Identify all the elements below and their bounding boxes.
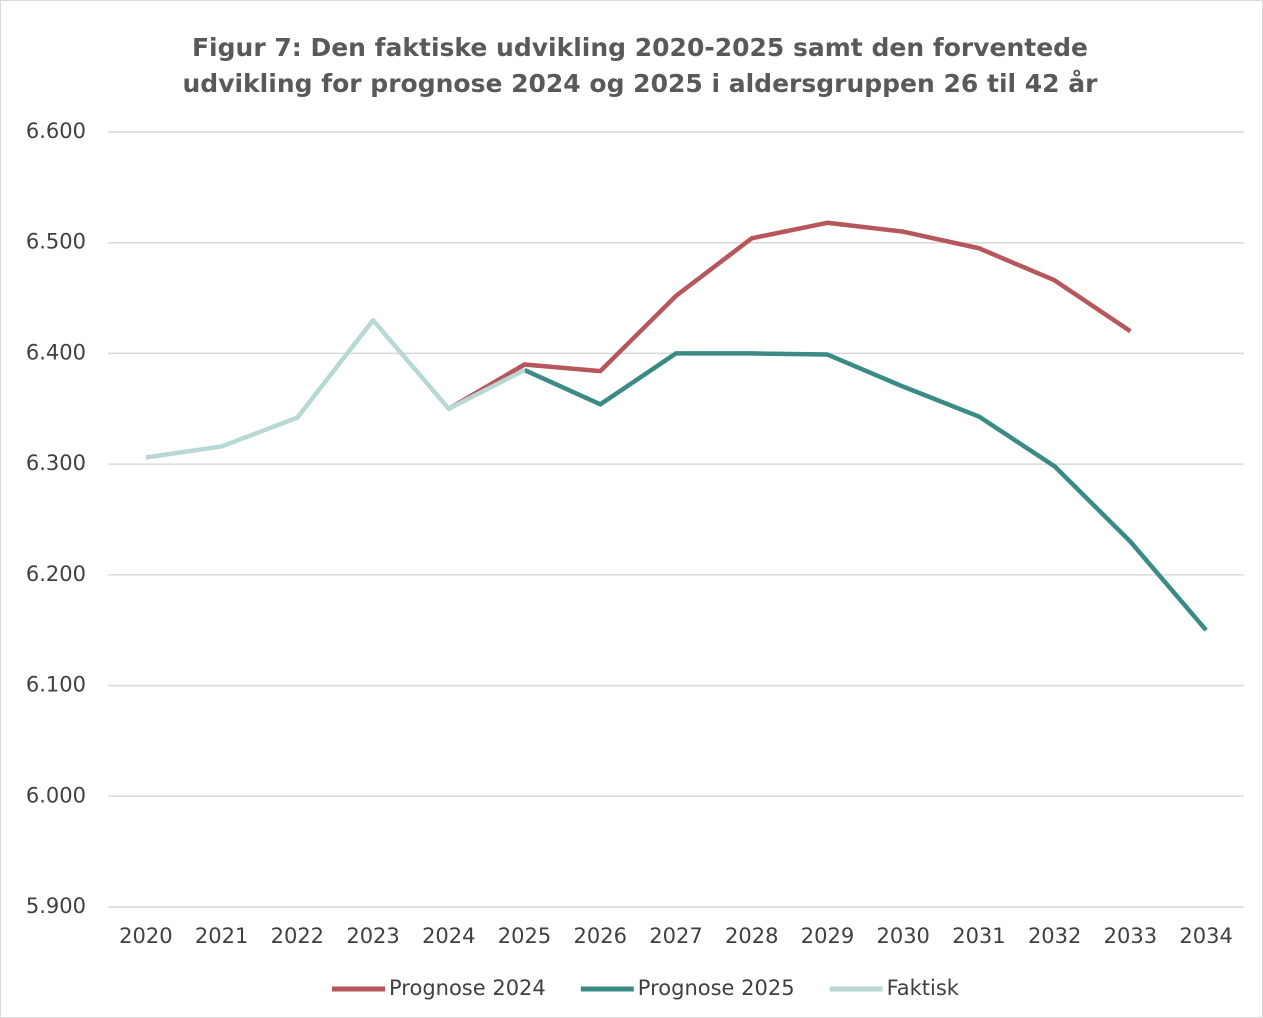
y-tick-label: 6.600 (26, 119, 86, 143)
y-tick-label: 5.900 (26, 894, 86, 918)
legend-label: Prognose 2025 (638, 976, 795, 1000)
y-tick-label: 6.300 (26, 451, 86, 475)
legend-label: Prognose 2024 (389, 976, 546, 1000)
y-tick-label: 6.100 (26, 673, 86, 697)
x-tick-label: 2032 (1028, 924, 1081, 948)
x-tick-label: 2033 (1104, 924, 1157, 948)
x-tick-label: 2027 (649, 924, 702, 948)
x-tick-label: 2030 (876, 924, 929, 948)
x-tick-label: 2026 (574, 924, 627, 948)
y-tick-label: 6.200 (26, 562, 86, 586)
y-tick-label: 6.500 (26, 230, 86, 254)
x-tick-label: 2021 (195, 924, 248, 948)
x-tick-label: 2023 (346, 924, 399, 948)
line-series (447, 220, 1132, 411)
x-tick-label: 2024 (422, 924, 475, 948)
x-tick-label: 2028 (725, 924, 778, 948)
x-tick-label: 2025 (498, 924, 551, 948)
x-tick-label: 2022 (271, 924, 324, 948)
x-tick-label: 2034 (1179, 924, 1232, 948)
x-tick-label: 2020 (119, 924, 172, 948)
x-tick-label: 2031 (952, 924, 1005, 948)
y-tick-label: 6.400 (26, 340, 86, 364)
y-tick-label: 6.000 (26, 783, 86, 807)
line-series (523, 351, 1208, 632)
line-series (145, 317, 526, 460)
chart-title: Figur 7: Den faktiske udvikling 2020-202… (182, 33, 1098, 98)
legend-label: Faktisk (887, 976, 960, 1000)
x-tick-label: 2029 (801, 924, 854, 948)
